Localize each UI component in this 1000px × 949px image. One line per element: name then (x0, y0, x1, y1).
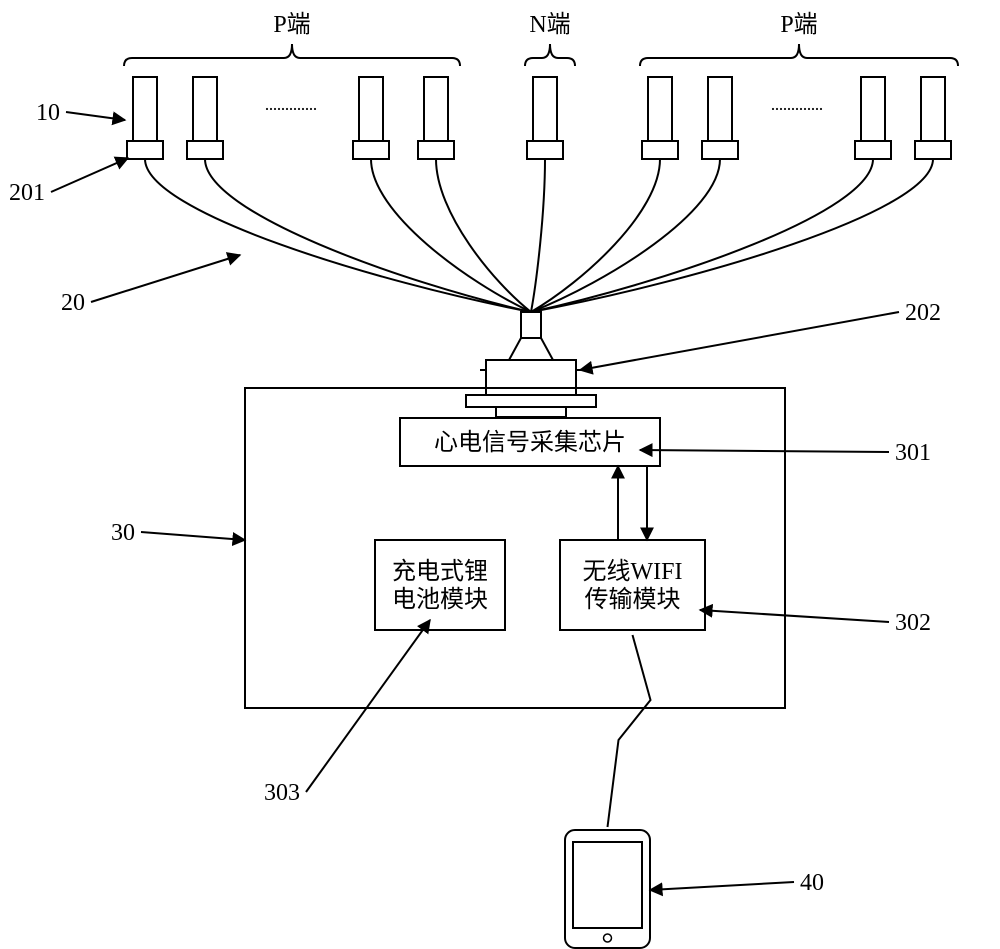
ref-40: 40 (800, 870, 824, 896)
electrode-6 (702, 77, 738, 159)
electrode-0 (127, 77, 163, 159)
svg-text:·············: ············· (770, 99, 823, 119)
electrode-3 (418, 77, 454, 159)
ref-301: 301 (895, 440, 931, 466)
svg-text:无线WIFI: 无线WIFI (583, 558, 683, 585)
ref-30: 30 (111, 520, 135, 546)
electrode-2 (353, 77, 389, 159)
electrode-4 (527, 77, 563, 159)
ref-302: 302 (895, 610, 931, 636)
system-diagram: P端 N端 P端 ············· ············· 心电信号采集芯片… (0, 0, 1000, 949)
battery-box (375, 540, 505, 630)
wifi-box (560, 540, 705, 630)
electrode-1 (187, 77, 223, 159)
svg-text:·············: ············· (264, 99, 317, 119)
electrode-8 (915, 77, 951, 159)
svg-text:心电信号采集芯片: 心电信号采集芯片 (434, 429, 626, 456)
svg-text:传输模块: 传输模块 (585, 586, 681, 613)
phone-outline (565, 830, 650, 948)
electrode-5 (642, 77, 678, 159)
label-n: N端 (529, 11, 570, 38)
ref-303: 303 (264, 780, 300, 806)
svg-text:电池模块: 电池模块 (392, 586, 488, 613)
ref-10: 10 (36, 100, 60, 126)
label-p-left: P端 (273, 11, 310, 38)
electrode-7 (855, 77, 891, 159)
ref-201: 201 (9, 180, 45, 206)
svg-text:充电式锂: 充电式锂 (392, 558, 488, 585)
ref-202: 202 (905, 300, 941, 326)
label-p-right: P端 (780, 11, 817, 38)
ref-20: 20 (61, 290, 85, 316)
